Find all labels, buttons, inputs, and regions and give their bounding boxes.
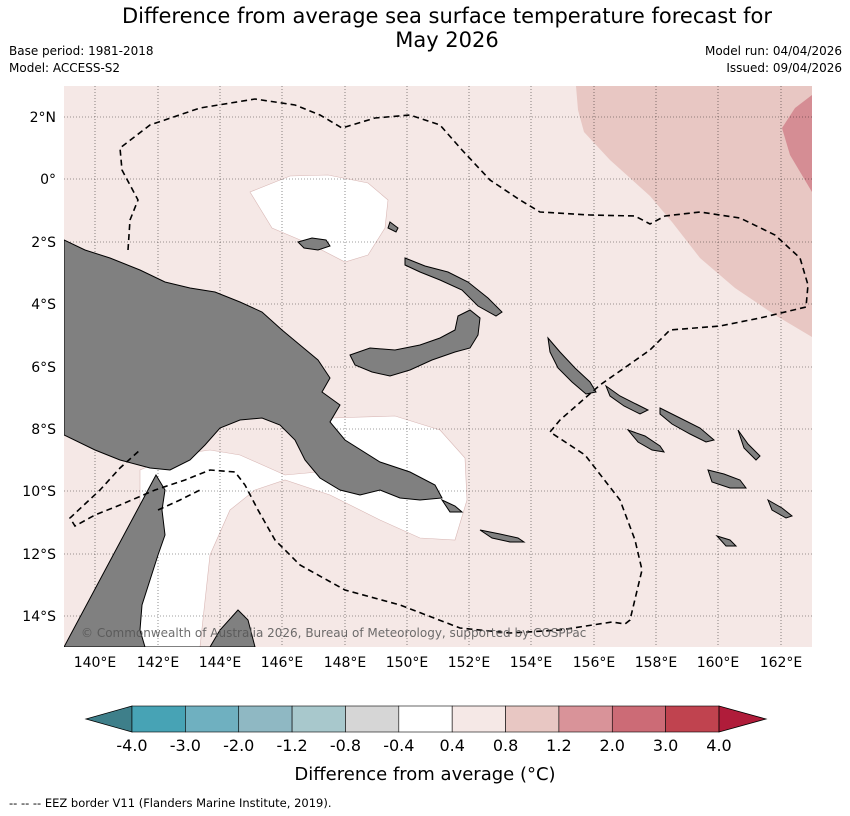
lat-labels: 2°N 0° 2°S 4°S 6°S 8°S 10°S 12°S 14°S	[22, 110, 56, 625]
colorbar-cell	[451, 705, 506, 733]
land-solomons-3	[626, 428, 666, 453]
land-new-ireland	[404, 257, 503, 317]
land-solomons-1	[604, 384, 650, 415]
meta-left: Base period: 1981-2018 Model: ACCESS-S2	[9, 43, 154, 77]
land-masses	[64, 221, 794, 647]
land-manus	[297, 237, 331, 251]
land-louisiade	[479, 529, 526, 543]
land-cape-york	[64, 473, 256, 647]
colorbar-tick-label: 1.2	[546, 736, 571, 755]
eez-border-png	[68, 98, 809, 634]
land-small-2	[387, 221, 399, 233]
lat-label: 2°S	[31, 235, 56, 251]
land-new-guinea	[64, 239, 443, 501]
land-solomons-2	[659, 407, 716, 443]
colorbar-cell	[558, 705, 613, 733]
lon-label: 150°E	[386, 655, 429, 671]
eez-borders	[68, 98, 809, 634]
colorbar-extend-low	[84, 705, 133, 733]
colorbar-cell	[131, 705, 186, 733]
land-dentrecasteaux	[440, 498, 464, 513]
colorbar-tick-label: -2.0	[223, 736, 254, 755]
colorbar-cell	[291, 705, 346, 733]
lon-label: 160°E	[697, 655, 740, 671]
lon-label: 154°E	[510, 655, 553, 671]
colorbar-tick-label: 2.0	[600, 736, 625, 755]
eez-border-aus	[157, 489, 201, 511]
colorbar-tick-label: 0.8	[493, 736, 518, 755]
colorbar-tick-label: 0.4	[439, 736, 464, 755]
colorbar-title: Difference from average (°C)	[294, 764, 555, 785]
colorbar-cell	[345, 705, 400, 733]
chart-title: Difference from average sea surface temp…	[0, 4, 850, 52]
lat-label: 2°N	[30, 110, 56, 126]
colorbar-extend-high	[718, 705, 768, 733]
colorbar-cells	[131, 705, 720, 733]
neutral-patch-north	[249, 174, 389, 263]
colorbar: -4.0 -3.0 -2.0 -1.2 -0.8 -0.4 0.4 0.8 1.2 2.0 3.0 4…	[84, 705, 768, 785]
title-line-2: May 2026	[395, 28, 499, 52]
anomaly-fill-warmest	[782, 95, 812, 192]
anomaly-fill-warm	[576, 86, 812, 337]
model-run: Model run: 04/04/2026	[704, 44, 842, 58]
lat-label: 10°S	[22, 484, 56, 500]
issued-date: Issued: 09/04/2026	[726, 61, 842, 75]
lon-label: 148°E	[324, 655, 367, 671]
lon-label: 144°E	[199, 655, 242, 671]
colorbar-tick-label: -4.0	[116, 736, 147, 755]
colorbar-tick-labels: -4.0 -3.0 -2.0 -1.2 -0.8 -0.4 0.4 0.8 1.2 2.0 3.0 4…	[116, 736, 731, 755]
lon-label: 152°E	[448, 655, 491, 671]
land-new-britain	[349, 309, 481, 377]
colorbar-cell	[611, 705, 666, 733]
lon-label: 146°E	[261, 655, 304, 671]
colorbar-cell	[665, 705, 720, 733]
lat-label: 8°S	[31, 422, 56, 438]
model-name: Model: ACCESS-S2	[9, 61, 121, 75]
lat-label: 4°S	[31, 297, 56, 313]
land-solomons-6	[767, 498, 794, 519]
land-solomons-5	[737, 429, 761, 461]
meta-right: Model run: 04/04/2026 Issued: 09/04/2026	[705, 43, 842, 77]
colorbar-cell	[505, 705, 560, 733]
lon-label: 156°E	[573, 655, 616, 671]
lon-labels: 140°E 142°E 144°E 146°E 148°E 150°E 152°…	[74, 655, 803, 671]
map-panel	[64, 86, 812, 647]
colorbar-tick-label: 4.0	[706, 736, 731, 755]
land-small-1	[715, 534, 738, 547]
colorbar-tick-label: -3.0	[170, 736, 201, 755]
land-solomons-4	[707, 469, 747, 489]
map-grid	[64, 86, 812, 647]
lon-label: 140°E	[74, 655, 117, 671]
eez-legend: -- -- -- EEZ border V11 (Flanders Marine…	[9, 796, 332, 810]
lat-label: 12°S	[22, 547, 56, 563]
lat-label: 0°	[40, 172, 56, 188]
lon-label: 162°E	[760, 655, 803, 671]
lat-label: 6°S	[31, 360, 56, 376]
colorbar-tick-label: 3.0	[653, 736, 678, 755]
colorbar-tick-label: -0.4	[383, 736, 414, 755]
lat-label: 14°S	[22, 609, 56, 625]
base-period: Base period: 1981-2018	[9, 44, 154, 58]
colorbar-cell	[238, 705, 293, 733]
colorbar-cell	[398, 705, 453, 733]
colorbar-tick-label: -0.8	[330, 736, 361, 755]
land-bougainville	[547, 336, 597, 395]
copyright-text: © Commonwealth of Australia 2026, Bureau…	[81, 626, 586, 640]
colorbar-cell	[185, 705, 240, 733]
lon-label: 142°E	[137, 655, 180, 671]
colorbar-tick-label: -1.2	[276, 736, 307, 755]
lon-label: 158°E	[635, 655, 678, 671]
title-line-1: Difference from average sea surface temp…	[122, 4, 772, 28]
